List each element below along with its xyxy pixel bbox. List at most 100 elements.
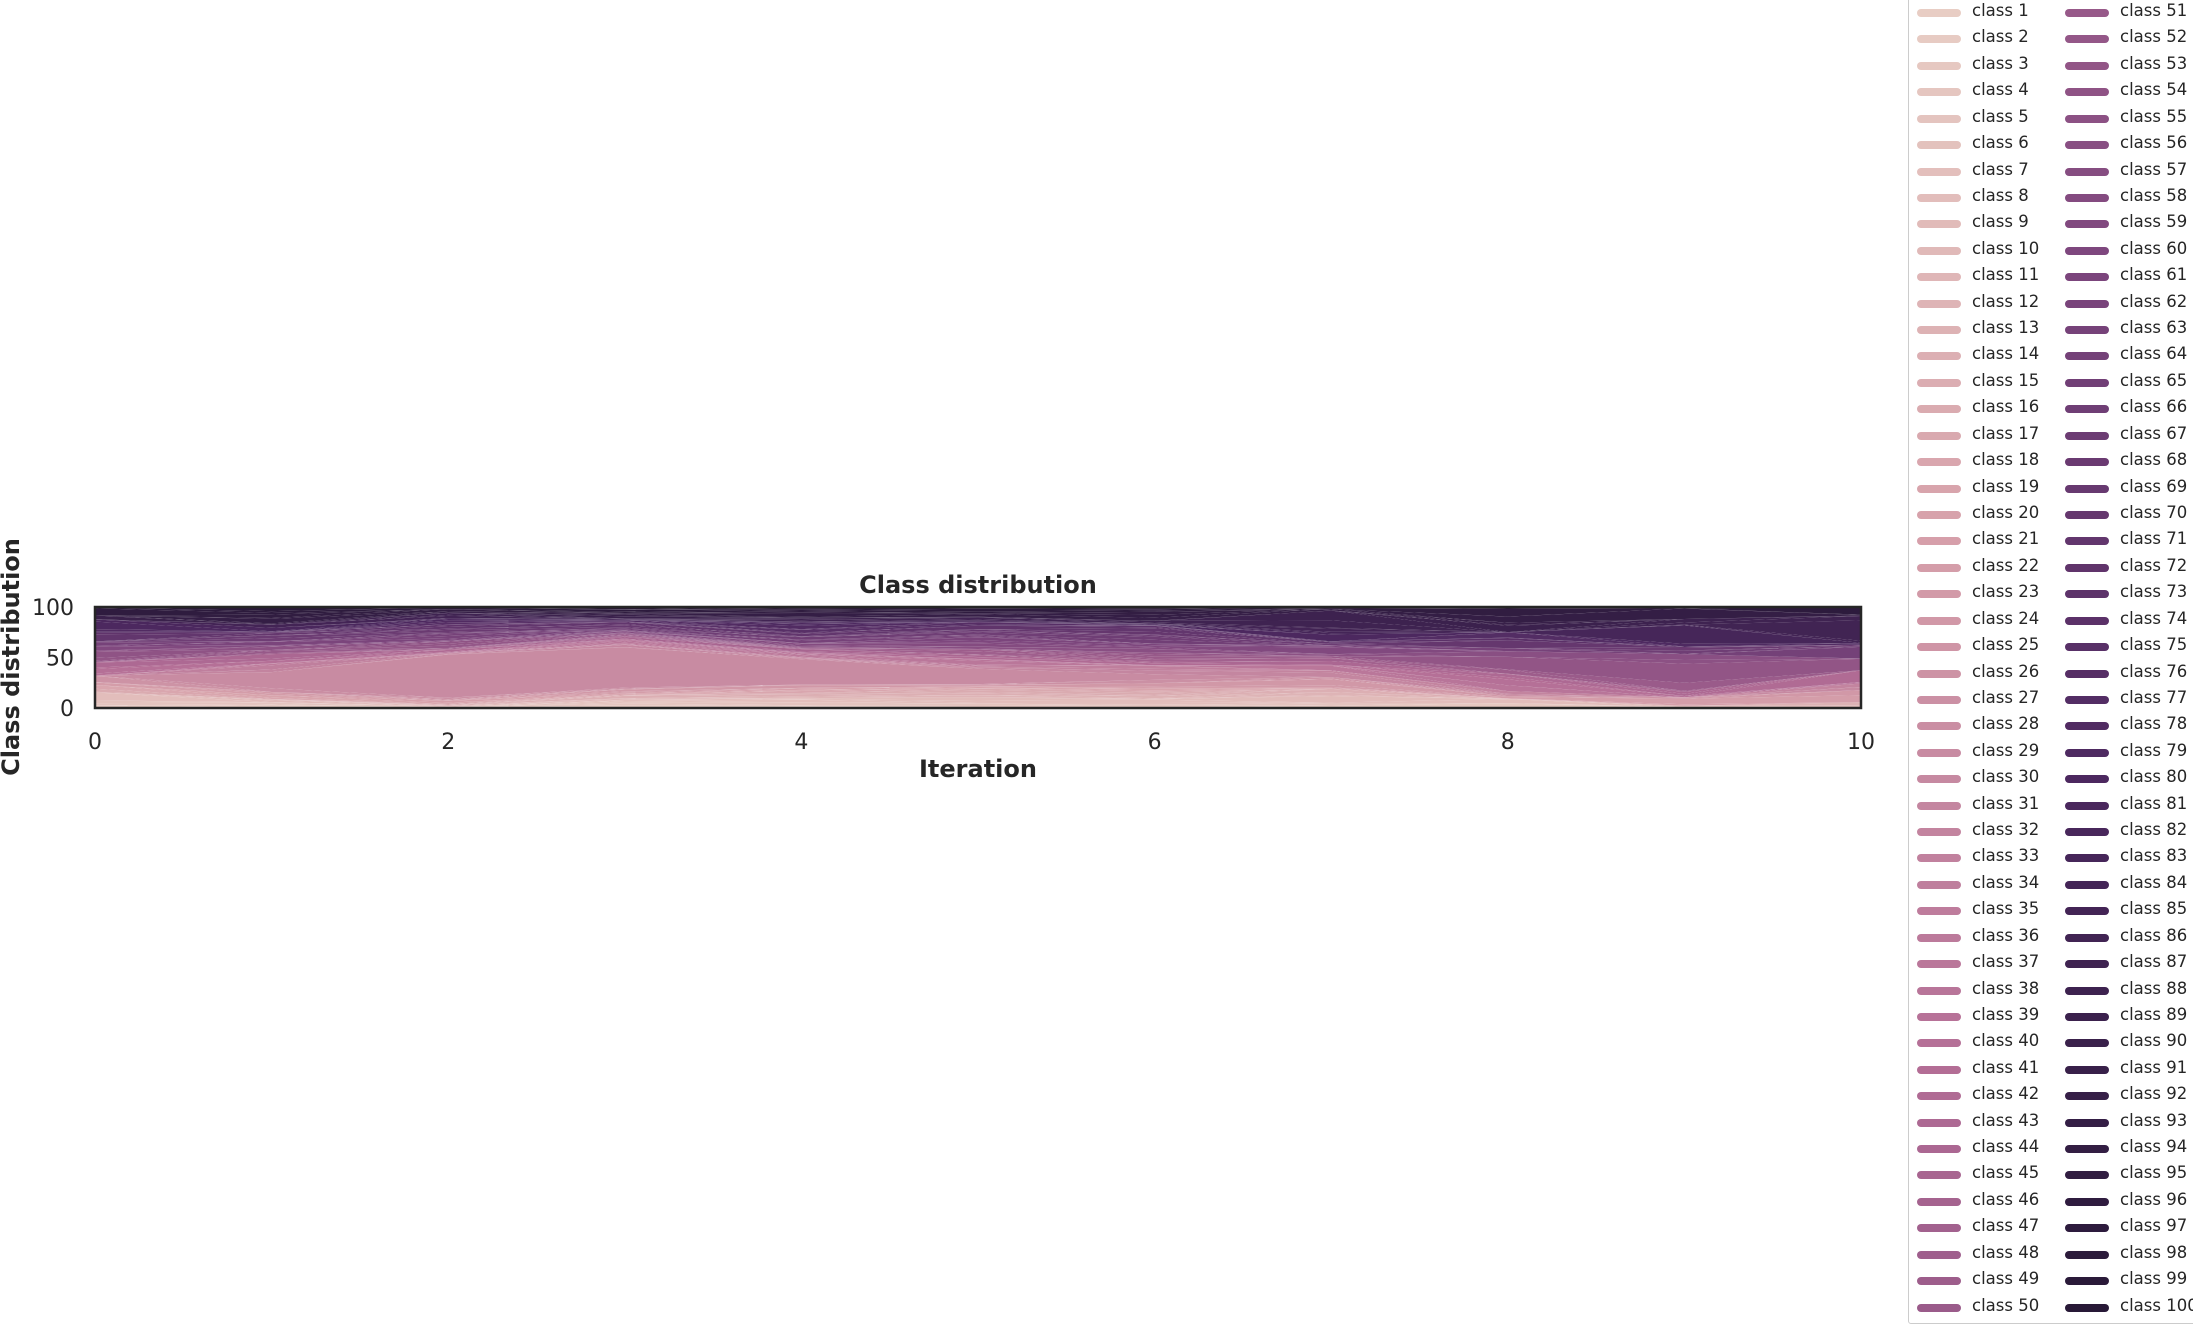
legend-item: class 45 (1917, 1161, 2067, 1187)
x-tick-label: 6 (1148, 730, 1162, 755)
legend-label: class 7 (1972, 159, 2029, 179)
legend-label: class 86 (2120, 925, 2188, 945)
legend-item: class 73 (2065, 580, 2193, 606)
legend-swatch (2065, 273, 2109, 282)
legend-item: class 7 (1917, 158, 2067, 184)
legend-label: class 95 (2120, 1163, 2188, 1183)
legend-label: class 62 (2120, 291, 2188, 311)
legend-item: class 35 (1917, 897, 2067, 923)
legend-label: class 71 (2120, 529, 2188, 549)
legend-label: class 76 (2120, 661, 2188, 681)
legend-label: class 65 (2120, 370, 2188, 390)
legend-label: class 1 (1972, 1, 2029, 20)
legend-label: class 63 (2120, 318, 2188, 338)
legend-item: class 27 (1917, 686, 2067, 712)
legend-item: class 62 (2065, 290, 2193, 316)
area-series (95, 682, 1861, 701)
legend-swatch (2065, 986, 2109, 995)
legend-swatch (2065, 801, 2109, 810)
legend-item: class 61 (2065, 263, 2193, 289)
legend-swatch (2065, 1171, 2109, 1180)
legend-swatch (2065, 88, 2109, 97)
legend-swatch (2065, 1277, 2109, 1286)
legend-label: class 88 (2120, 978, 2188, 998)
legend-item: class 13 (1917, 316, 2067, 342)
legend-item: class 74 (2065, 607, 2193, 633)
legend-label: class 45 (1972, 1163, 2040, 1183)
area-series (95, 691, 1861, 706)
x-tick-labels: 0 2 4 6 8 10 (88, 730, 1875, 755)
legend-item: class 16 (1917, 395, 2067, 421)
area-series (95, 692, 1861, 707)
legend-item: class 38 (1917, 977, 2067, 1003)
area-series (95, 633, 1861, 683)
legend-label: class 78 (2120, 714, 2188, 734)
x-tick-label: 10 (1847, 730, 1875, 755)
legend-swatch (2065, 775, 2109, 784)
area-series (95, 692, 1861, 708)
legend-swatch (2065, 510, 2109, 519)
legend-item: class 32 (1917, 818, 2067, 844)
legend-swatch (1917, 907, 1961, 916)
legend-swatch (2065, 537, 2109, 546)
legend-swatch (2065, 616, 2109, 625)
legend-swatch (1917, 273, 1961, 282)
legend-item: class 95 (2065, 1161, 2193, 1187)
legend-swatch (2065, 563, 2109, 572)
legend-label: class 52 (2120, 27, 2188, 47)
legend-label: class 84 (2120, 872, 2188, 892)
y-tick-label: 100 (32, 596, 74, 621)
legend-label: class 59 (2120, 212, 2188, 232)
legend-label: class 96 (2120, 1189, 2188, 1209)
legend-item: class 26 (1917, 660, 2067, 686)
legend-label: class 100 (2120, 1295, 2193, 1315)
legend-label: class 12 (1972, 291, 2040, 311)
area-series (95, 688, 1861, 706)
legend-item: class 41 (1917, 1056, 2067, 1082)
legend-swatch (2065, 854, 2109, 863)
legend-label: class 43 (1972, 1110, 2040, 1130)
legend-label: class 55 (2120, 106, 2188, 126)
legend-item: class 58 (2065, 184, 2193, 210)
y-tick-label: 0 (60, 697, 74, 722)
legend-item: class 59 (2065, 210, 2193, 236)
legend-swatch (1917, 1171, 1961, 1180)
area-series (95, 621, 1861, 647)
legend-item: class 21 (1917, 527, 2067, 553)
legend-swatch (1917, 801, 1961, 810)
legend-swatch (2065, 1250, 2109, 1259)
legend-swatch (1917, 880, 1961, 889)
legend-swatch (2065, 1145, 2109, 1154)
legend-item: class 2 (1917, 25, 2067, 51)
legend-swatch (2065, 1197, 2109, 1206)
legend-label: class 18 (1972, 450, 2040, 470)
legend-item: class 72 (2065, 554, 2193, 580)
legend-item: class 69 (2065, 475, 2193, 501)
legend-item: class 47 (1917, 1214, 2067, 1240)
area-series (95, 620, 1861, 647)
area-series (95, 628, 1861, 654)
legend-label: class 33 (1972, 846, 2040, 866)
legend-item: class 56 (2065, 131, 2193, 157)
legend-swatch (1917, 775, 1961, 784)
legend-item: class 55 (2065, 105, 2193, 131)
legend-swatch (2065, 590, 2109, 599)
legend-item: class 91 (2065, 1056, 2193, 1082)
legend-swatch (2065, 907, 2109, 916)
legend-label: class 10 (1972, 238, 2040, 258)
legend-label: class 2 (1972, 27, 2029, 47)
legend-item: class 96 (2065, 1188, 2193, 1214)
legend-label: class 14 (1972, 344, 2040, 364)
legend-item: class 28 (1917, 712, 2067, 738)
legend-item: class 36 (1917, 924, 2067, 950)
legend-swatch (2065, 1224, 2109, 1233)
legend-label: class 47 (1972, 1216, 2040, 1236)
legend-item: class 76 (2065, 660, 2193, 686)
area-series (95, 618, 1861, 644)
legend-label: class 42 (1972, 1084, 2040, 1104)
legend-swatch (1917, 1039, 1961, 1048)
legend-swatch (1917, 1303, 1961, 1312)
legend-label: class 99 (2120, 1269, 2188, 1289)
legend-item: class 4 (1917, 78, 2067, 104)
legend-item: class 1 (1917, 0, 2067, 25)
